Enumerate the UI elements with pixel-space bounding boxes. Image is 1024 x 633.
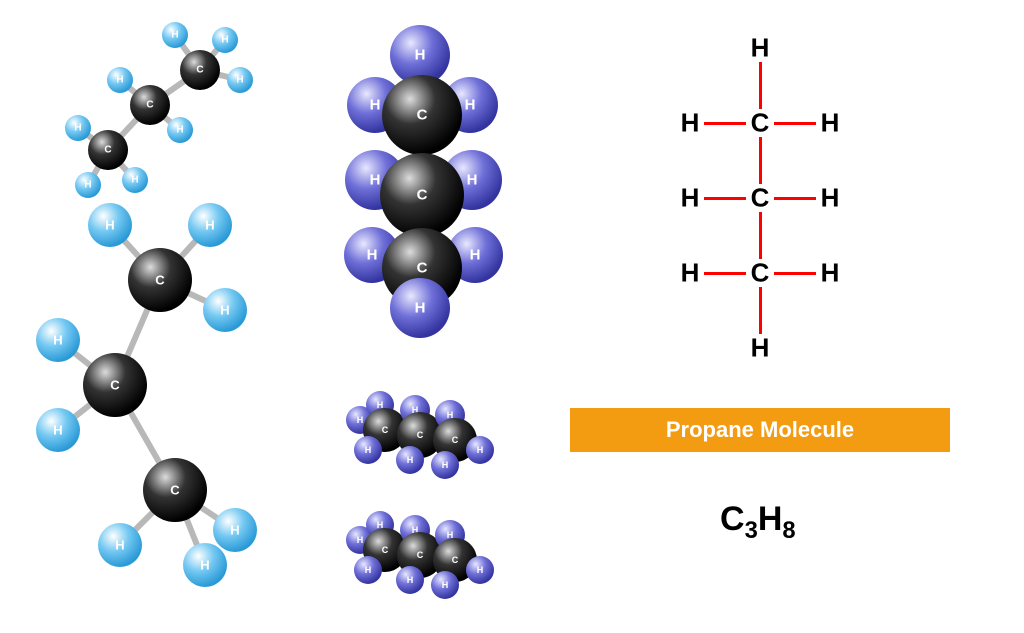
structural-atom-label: C bbox=[751, 258, 770, 289]
structural-bond bbox=[704, 272, 746, 275]
structural-bond bbox=[759, 212, 762, 259]
structural-bond bbox=[774, 272, 816, 275]
formula-base-1: C bbox=[720, 500, 745, 538]
structural-bond bbox=[759, 137, 762, 184]
structural-atom-label: H bbox=[751, 333, 770, 364]
structural-atom-label: H bbox=[821, 183, 840, 214]
formula-sub-2: 8 bbox=[782, 517, 795, 544]
structural-bond bbox=[759, 287, 762, 334]
structural-atom-label: H bbox=[681, 183, 700, 214]
structural-atom-label: H bbox=[821, 108, 840, 139]
formula-base-2: H bbox=[758, 500, 783, 538]
structural-atom-label: H bbox=[681, 108, 700, 139]
formula-sub-1: 3 bbox=[745, 517, 758, 544]
structural-atom-label: H bbox=[681, 258, 700, 289]
structural-bond bbox=[774, 197, 816, 200]
title-text: Propane Molecule bbox=[666, 417, 854, 442]
structural-bond bbox=[759, 62, 762, 109]
structural-bond bbox=[704, 197, 746, 200]
chemical-formula: C3H8 bbox=[720, 500, 796, 545]
structural-formula-diagram: HHCHHCHHCHH bbox=[0, 0, 1024, 633]
structural-bond bbox=[704, 122, 746, 125]
structural-atom-label: C bbox=[751, 108, 770, 139]
structural-bond bbox=[774, 122, 816, 125]
structural-atom-label: C bbox=[751, 183, 770, 214]
structural-atom-label: H bbox=[821, 258, 840, 289]
structural-atom-label: H bbox=[751, 33, 770, 64]
title-banner: Propane Molecule bbox=[570, 408, 950, 452]
